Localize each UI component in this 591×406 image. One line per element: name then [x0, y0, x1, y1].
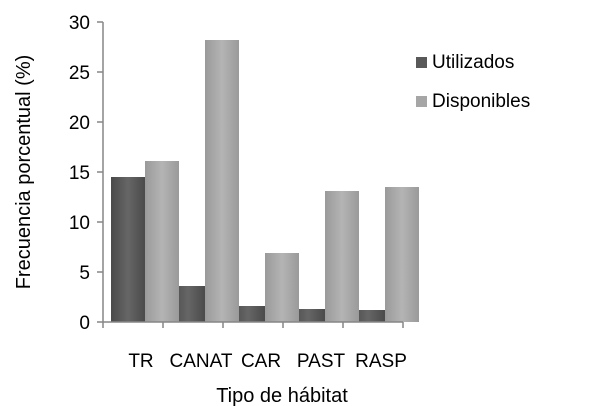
bar-disponibles-rasp [385, 187, 419, 322]
legend-label-utilizados: Utilizados [432, 52, 514, 73]
bar-disponibles-tr [145, 161, 179, 322]
legend-label-disponibles: Disponibles [432, 91, 530, 112]
bar-disponibles-car [265, 253, 299, 322]
x-category-label: PAST [297, 351, 346, 372]
legend-swatch-utilizados [416, 57, 427, 68]
x-category-label: CANAT [170, 351, 233, 372]
y-axis-title: Frecuencia porcentual (%) [13, 55, 35, 290]
legend: Utilizados Disponibles [416, 52, 530, 112]
bar-utilizados-car [231, 306, 265, 322]
x-category-label: CAR [241, 351, 281, 372]
y-tick-label: 0 [79, 313, 90, 334]
x-category-label: RASP [355, 351, 407, 372]
y-axis-ticks: 0 5 10 15 20 25 30 [69, 13, 103, 334]
y-tick-label: 15 [69, 163, 90, 184]
y-tick-label: 30 [69, 13, 90, 34]
y-tick-label: 5 [79, 263, 90, 284]
x-axis-category-labels: TR CANAT CAR PAST RASP [102, 322, 407, 372]
y-tick-label: 20 [69, 113, 90, 134]
bar-utilizados-rasp [351, 310, 385, 322]
bar-utilizados-past [291, 309, 325, 322]
y-tick-label: 10 [69, 213, 90, 234]
x-axis-title: Tipo de hábitat [216, 385, 348, 406]
legend-swatch-disponibles [416, 96, 427, 107]
y-tick-label: 25 [69, 63, 90, 84]
bar-utilizados-tr [111, 177, 145, 322]
bar-series-group [111, 40, 419, 322]
bar-disponibles-canat [205, 40, 239, 322]
bar-disponibles-past [325, 191, 359, 322]
x-category-label: TR [128, 351, 153, 372]
